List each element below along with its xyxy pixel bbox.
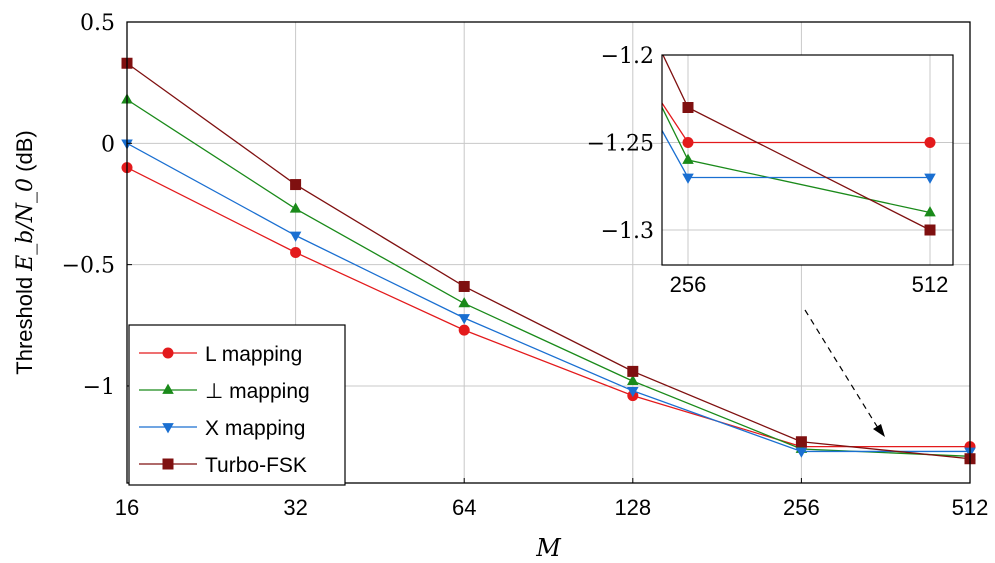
- main-plot-frame: [126, 21, 971, 484]
- legend-label: ⊥ mapping: [205, 380, 310, 403]
- zoom-arrow-head: [873, 424, 885, 437]
- series-line: [126, 99, 971, 457]
- inset-data-point: [924, 206, 936, 217]
- data-point: [795, 436, 807, 448]
- inset-x-tick-label: 512: [912, 272, 949, 297]
- data-point: [627, 374, 639, 385]
- y-tick-label: 0: [101, 132, 115, 157]
- legend-label: Turbo-FSK: [205, 454, 307, 477]
- x-tick-label: 512: [952, 495, 989, 520]
- data-point: [627, 365, 639, 377]
- inset-frame: [661, 54, 954, 266]
- legend-marker: [162, 458, 174, 470]
- inset-data-point: [682, 173, 694, 184]
- inset-data-point: [682, 153, 694, 164]
- y-tick-label: 0.5: [80, 11, 115, 36]
- x-tick-label: 64: [452, 495, 476, 520]
- data-point: [289, 202, 302, 213]
- data-point: [458, 297, 470, 308]
- y-axis-label-math: E_b/N_0: [13, 178, 38, 272]
- legend-label: X mapping: [205, 417, 305, 440]
- series-line: [126, 62, 971, 460]
- inset-data-point: [924, 224, 936, 236]
- series-line: [126, 166, 970, 448]
- data-point: [458, 314, 470, 325]
- inset-chart: 256 512 −1.2 −1.25 −1.3: [587, 44, 954, 297]
- data-point: [627, 386, 639, 398]
- main-series: [121, 57, 976, 465]
- inset-background: [662, 55, 953, 265]
- inset-y-tick-label: −1.25: [587, 132, 654, 157]
- inset-y-tick-label: −1.2: [601, 44, 654, 69]
- inset-data-point: [682, 137, 694, 148]
- legend-marker: [162, 383, 174, 394]
- series-line: [126, 142, 970, 453]
- data-point: [290, 247, 302, 258]
- inset-y-tick-label: −1.3: [601, 219, 654, 244]
- x-tick-label: 32: [283, 495, 307, 520]
- data-point: [290, 179, 302, 191]
- inset-data-point: [682, 102, 694, 113]
- inset-data-point: [924, 137, 936, 148]
- data-point: [458, 280, 470, 292]
- data-point: [458, 324, 470, 336]
- x-tick-label: 16: [115, 495, 139, 520]
- y-axis-label-suffix: (dB): [12, 130, 37, 178]
- x-axis-label: M: [535, 534, 562, 562]
- data-point: [795, 447, 808, 458]
- y-axis-label-prefix: Threshold: [12, 271, 37, 375]
- y-tick-label: −0.5: [62, 254, 115, 279]
- x-tick-label: 256: [783, 495, 820, 520]
- inset-data-point: [924, 173, 936, 184]
- zoom-arrow: [804, 309, 879, 429]
- main-tick-labels: 16 32 64 128 256 512 0.5 0 −0.5 −1: [62, 11, 989, 520]
- legend: L mapping ⊥ mapping X mapping Turbo-FSK: [128, 324, 346, 486]
- legend-marker: [162, 423, 174, 434]
- inset-x-tick-label: 256: [670, 272, 707, 297]
- x-tick-label: 128: [614, 495, 651, 520]
- legend-marker: [162, 347, 174, 359]
- y-tick-label: −1: [83, 375, 115, 400]
- data-point: [289, 231, 302, 242]
- y-axis-label: Threshold E_b/N_0 (dB): [12, 130, 38, 374]
- legend-label: L mapping: [205, 343, 302, 366]
